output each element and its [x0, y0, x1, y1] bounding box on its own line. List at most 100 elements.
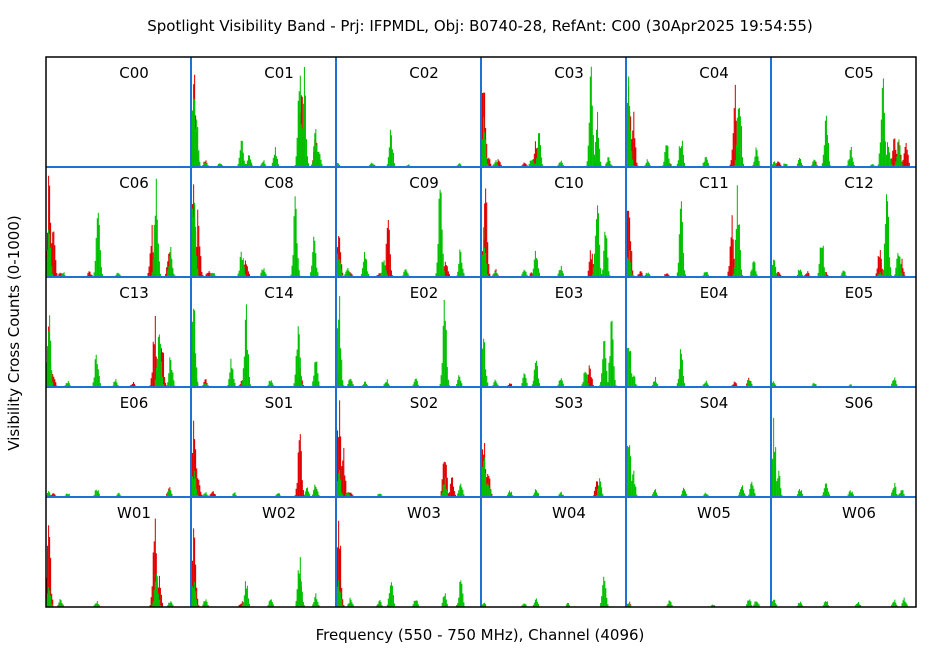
series-a-c13 — [46, 316, 167, 387]
series-a-w01 — [46, 518, 164, 607]
panel-w02: W02 — [191, 504, 320, 607]
panel-label: E04 — [700, 284, 729, 302]
series-a-c12 — [775, 250, 906, 277]
panel-label: C00 — [119, 64, 149, 82]
series-a-c09 — [336, 220, 450, 277]
panel-label: S04 — [700, 394, 729, 412]
panel-w01: W01 — [46, 504, 174, 607]
panel-label: S06 — [845, 394, 874, 412]
panel-e06: E06 — [46, 394, 173, 497]
series-a-c04 — [626, 84, 740, 167]
panel-e05: E05 — [771, 284, 898, 387]
plot-frame — [45, 56, 917, 608]
series-a-w03 — [336, 520, 382, 607]
series-a-s03 — [481, 443, 602, 497]
panel-s03: S03 — [481, 394, 605, 497]
series-a-s01 — [191, 420, 320, 497]
panel-label: S01 — [265, 394, 294, 412]
panel-label: C04 — [699, 64, 729, 82]
panel-c04: C04 — [626, 64, 761, 167]
panel-label: C12 — [844, 174, 874, 192]
panel-label: W02 — [262, 504, 296, 522]
panel-label: S02 — [410, 394, 439, 412]
panel-label: C14 — [264, 284, 294, 302]
panel-label: C03 — [554, 64, 584, 82]
series-b-w06 — [771, 597, 908, 607]
panel-label: E03 — [555, 284, 584, 302]
panel-c00: C00 — [119, 64, 149, 82]
series-b-e02 — [336, 296, 463, 387]
series-b-c09 — [336, 189, 466, 277]
series-b-e05 — [771, 377, 898, 387]
series-b-c05 — [771, 78, 903, 167]
series-b-e03 — [481, 320, 617, 387]
panel-label: E05 — [845, 284, 874, 302]
series-b-c12 — [771, 194, 903, 277]
panel-e04: E04 — [626, 284, 753, 387]
panel-label: C10 — [554, 174, 584, 192]
panel-s01: S01 — [191, 394, 320, 497]
panel-label: W05 — [697, 504, 731, 522]
y-axis-label: Visibility Cross Counts (0-1000) — [5, 215, 23, 451]
chart-title: Spotlight Visibility Band - Prj: IFPMDL,… — [147, 17, 813, 35]
panel-s06: S06 — [771, 394, 905, 497]
panel-e02: E02 — [336, 284, 463, 387]
series-b-w03 — [336, 580, 465, 607]
series-b-c14 — [191, 304, 321, 387]
panel-c10: C10 — [481, 174, 611, 277]
series-b-w02 — [191, 557, 320, 607]
panel-label: C01 — [264, 64, 294, 82]
panel-label: C09 — [409, 174, 439, 192]
panel-label: C05 — [844, 64, 874, 82]
series-a-c03 — [481, 92, 602, 167]
panel-w06: W06 — [771, 504, 908, 607]
series-b-c02 — [336, 129, 462, 167]
series-b-e04 — [626, 347, 753, 387]
series-b-c11 — [626, 185, 758, 277]
series-b-c08 — [191, 196, 319, 277]
panel-s04: S04 — [626, 394, 757, 497]
panel-s02: S02 — [336, 394, 465, 497]
series-b-c13 — [46, 315, 176, 387]
series-a-w05 — [626, 601, 672, 607]
panel-c08: C08 — [191, 174, 319, 277]
panel-c11: C11 — [626, 174, 758, 277]
panel-c14: C14 — [191, 284, 321, 387]
panel-w04: W04 — [481, 504, 609, 607]
panel-label: C02 — [409, 64, 439, 82]
panel-c06: C06 — [46, 174, 176, 277]
panel-label: C13 — [119, 284, 149, 302]
series-b-s01 — [191, 470, 320, 497]
panel-c02: C02 — [336, 64, 462, 167]
panel-label: S03 — [555, 394, 584, 412]
series-b-c10 — [481, 205, 611, 277]
series-a-e04 — [731, 377, 753, 387]
panel-label: C06 — [119, 174, 149, 192]
series-a-c10 — [481, 188, 596, 277]
series-b-w05 — [626, 599, 760, 607]
series-b-w04 — [481, 576, 609, 607]
panel-w03: W03 — [336, 504, 465, 607]
series-b-s03 — [481, 457, 605, 497]
panel-e03: E03 — [481, 284, 617, 387]
series-b-c06 — [46, 178, 176, 277]
panel-label: W01 — [117, 504, 151, 522]
panel-c12: C12 — [771, 174, 906, 277]
panel-label: W06 — [842, 504, 876, 522]
panel-label: E02 — [410, 284, 439, 302]
series-b-s02 — [336, 470, 465, 497]
panel-label: W03 — [407, 504, 441, 522]
panel-label: C11 — [699, 174, 729, 192]
panel-c01: C01 — [191, 64, 323, 167]
panel-label: C08 — [264, 174, 294, 192]
series-b-e06 — [46, 488, 173, 497]
x-axis-label: Frequency (550 - 750 MHz), Channel (4096… — [315, 626, 645, 644]
series-b-c04 — [626, 76, 761, 167]
panel-w05: W05 — [626, 504, 760, 607]
panel-label: W04 — [552, 504, 586, 522]
panel-c13: C13 — [46, 284, 176, 387]
series-b-s06 — [771, 417, 905, 497]
series-b-s04 — [626, 445, 757, 497]
panel-c03: C03 — [481, 64, 613, 167]
